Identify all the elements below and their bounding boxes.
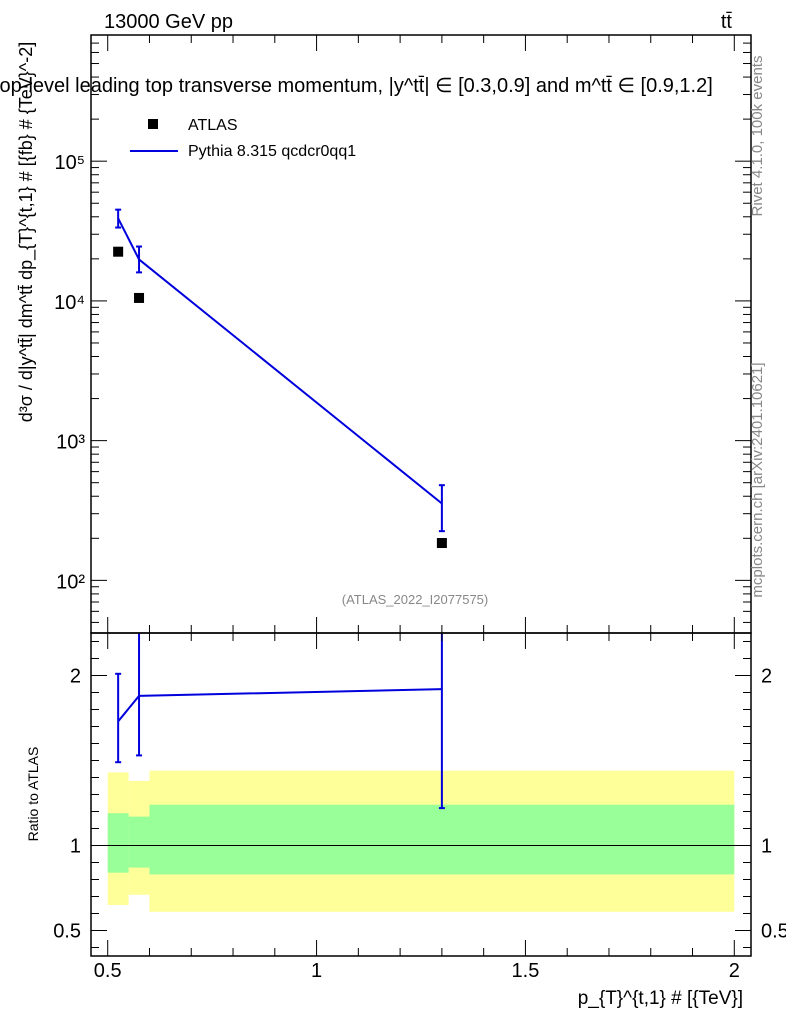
ratio-y-tick-label-left-1: 1 [70, 836, 81, 858]
x-axis-title: p_{T}^{t,1} # [{TeV}] [578, 988, 743, 1009]
main-y-tick-label-1: 10³ [56, 432, 85, 454]
ratio-band-inner-2 [149, 804, 735, 875]
main-y-tick-label-2: 10⁴ [54, 292, 85, 314]
analysis-watermark: (ATLAS_2022_I2077575) [342, 592, 488, 607]
atlas-data-point-0 [113, 246, 124, 257]
mcplots-label: mcplots.cern.ch [arXiv:2401.10621] [749, 362, 766, 597]
axis-tick-labels: 10² 10³ 10⁴ 10⁵ 0.5 1 1.5 2 0.5 0.5 1 1 2 2 [53, 152, 786, 982]
legend-pythia-label: Pythia 8.315 qcdcr0qq1 [188, 143, 356, 160]
x-tick-label-3: 2 [729, 960, 740, 982]
plot-title: top-level leading top transverse momentu… [0, 75, 713, 97]
ratio-uncertainty-bands [107, 770, 735, 912]
pythia-line [117, 217, 443, 505]
legend-atlas-label: ATLAS [188, 117, 238, 134]
ratio-y-tick-label-left-0: 0.5 [53, 921, 81, 943]
ratio-y-tick-label-right-2: 2 [761, 666, 772, 688]
x-tick-label-1: 1 [311, 960, 322, 982]
ratio-y-axis-title: Ratio to ATLAS [25, 747, 41, 842]
main-y-tick-label-0: 10² [56, 571, 85, 593]
ratio-plot-data [115, 633, 445, 810]
ratio-pythia-line [117, 688, 442, 723]
ratio-band-inner-0 [107, 813, 129, 873]
header-energy: 13000 GeV pp [104, 11, 233, 33]
main-y-tick-label-3: 10⁵ [54, 152, 85, 174]
x-tick-label-0: 0.5 [94, 960, 122, 982]
x-tick-label-2: 1.5 [512, 960, 540, 982]
main-plot-data [113, 208, 447, 549]
main-y-axis-title: d³σ / d|y^tt̄| dm^tt̄ dp_{T}^{t,1} # [{f… [16, 42, 37, 422]
atlas-data-point-2 [436, 538, 447, 549]
atlas-data-point-1 [134, 292, 145, 303]
ratio-band-inner-1 [128, 816, 150, 868]
header-process: tt̄ [721, 11, 733, 33]
rivet-version-label: Rivet 4.1.0, 100k events [749, 56, 766, 217]
ratio-y-tick-label-left-2: 2 [70, 666, 81, 688]
legend-atlas-marker [148, 119, 158, 129]
ratio-y-tick-label-right-0: 0.5 [761, 921, 786, 943]
ratio-y-tick-label-right-1: 1 [761, 836, 772, 858]
axis-ticks [91, 34, 751, 956]
